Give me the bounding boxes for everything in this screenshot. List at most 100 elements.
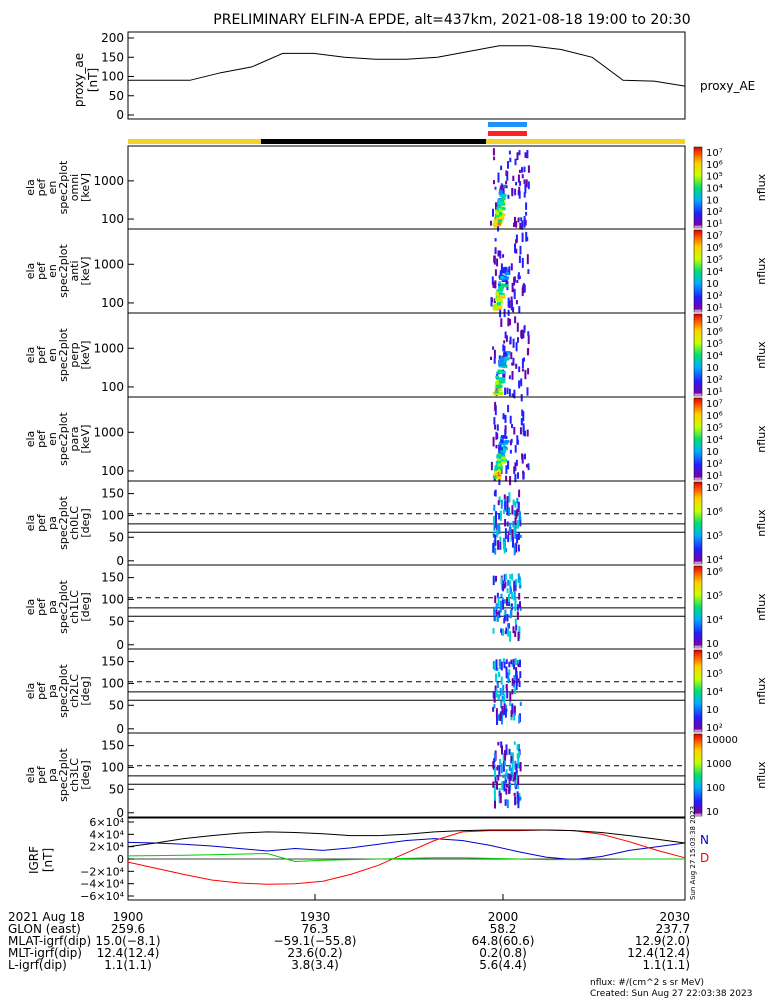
spectrogram-cell (507, 629, 509, 637)
spectrogram-cell (501, 440, 504, 443)
spectrogram-cell (518, 632, 520, 641)
spectrogram-cell (497, 294, 500, 297)
spectrogram-cell (498, 463, 502, 466)
spectrogram-cell (510, 337, 512, 345)
panel-tick-label: 150 (101, 487, 124, 501)
spectrogram-cell (519, 276, 521, 279)
spectrogram-cell (507, 800, 509, 809)
igrf-tick-label: −4×10⁴ (80, 878, 124, 891)
spectrogram-cell (517, 604, 519, 611)
igrf-tick-label: 6×10⁴ (89, 816, 124, 829)
footer-row-value: 3.8(3.4) (291, 958, 339, 972)
spectrogram-cell (495, 249, 497, 255)
spectrogram-cell (501, 197, 506, 200)
spectrogram-cell (494, 425, 496, 430)
spectrogram-cell (499, 213, 502, 216)
spectrogram-cell (507, 580, 509, 586)
spectrogram-cell (498, 447, 503, 450)
spectrogram-cell (512, 283, 514, 292)
spectrogram-cell (498, 714, 500, 720)
spectrogram-cell (499, 200, 502, 203)
spectrogram-cell (527, 350, 529, 356)
colorbar-tick-label: 10 (706, 807, 719, 818)
spectrogram-cell (507, 522, 509, 527)
spectrogram-cell (495, 390, 499, 393)
panel-ylabel-word: [deg] (79, 760, 92, 789)
spectrogram-cell (497, 524, 499, 528)
spectrogram-cell (511, 439, 513, 443)
spectrogram-cell (503, 413, 505, 419)
spectrogram-cell (495, 187, 497, 190)
spectrogram-cell (494, 548, 496, 555)
spectrogram-cell (501, 185, 503, 188)
spectrogram-cell (516, 534, 518, 544)
spectrogram-cell (506, 744, 508, 755)
spectrogram-cell (500, 793, 502, 803)
panel-ylabel-word: [keV] (79, 425, 92, 454)
colorbar-tick-label: 10⁴ (706, 435, 723, 446)
spectrogram-cell (493, 505, 495, 511)
spectrogram-cell (519, 170, 521, 173)
panel-tick-label: 1000 (93, 425, 124, 439)
spectrogram-cell (511, 603, 513, 606)
spectrogram-cell (521, 225, 523, 229)
nflux-units: nflux: #/(cm^2 s sr MeV) (590, 978, 704, 988)
spectrogram-cell (521, 330, 523, 339)
colorbar-tick-label: 10¹ (706, 471, 723, 482)
igrf-tick-label: 2×10⁴ (89, 841, 124, 854)
igrf-legend-n: N (700, 833, 709, 847)
spectrogram-panel: 1000100elapefenspec2plotomni[keV]10⁷10⁶1… (24, 146, 768, 232)
panel-frame (128, 397, 685, 481)
spectrogram-cell (506, 668, 508, 678)
spectrogram-cell (510, 416, 512, 424)
spectrogram-cell (507, 537, 509, 542)
spectrogram-cell (497, 683, 499, 688)
colorbar-tick-label: 10⁷ (706, 231, 723, 242)
spectrogram-cell (498, 222, 501, 225)
spectrogram-cell (503, 354, 505, 357)
spectrogram-cell (498, 363, 501, 366)
spectrogram-cell (527, 254, 529, 264)
colorbar-label: nflux (755, 761, 768, 789)
spectrogram-cell (497, 302, 501, 305)
spectrogram-cell (508, 594, 510, 602)
colorbar-tick-label: 10⁶ (706, 243, 723, 254)
spectrogram-cell (505, 332, 507, 339)
spectrogram-cell (495, 298, 500, 301)
spectrogram-cell (516, 509, 518, 517)
spectrogram-cell (493, 607, 495, 616)
spectrogram-cell (519, 576, 521, 580)
spectrogram-cell (520, 797, 522, 801)
spectrogram-cell (494, 617, 496, 621)
spectrogram-cell (511, 710, 513, 717)
spectrogram-cell (513, 223, 515, 227)
spectrogram-cell (518, 522, 520, 526)
spectrogram-cell (501, 577, 503, 585)
spectrogram-cell (527, 387, 529, 395)
spectrogram-cell (495, 576, 497, 582)
spectrogram-cell (502, 775, 504, 778)
colorbar-tick-label: 10⁶ (706, 160, 723, 171)
spectrogram-cell (498, 694, 500, 700)
ae-series-line (128, 46, 685, 86)
panel-tick-label: 1000 (93, 257, 124, 271)
spectrogram-cell (528, 181, 530, 189)
spectrogram-cell (493, 476, 497, 479)
igrf-tick-label: 0 (117, 853, 124, 866)
spectrogram-cell (526, 464, 528, 467)
spectrogram-data (492, 741, 521, 808)
spectrogram-cell (508, 492, 510, 503)
spectrogram-cell (503, 584, 505, 589)
spectrogram-cell (503, 450, 505, 453)
spectrogram-cell (511, 592, 513, 600)
igrf-d-line (128, 830, 685, 884)
spectrogram-cell (514, 316, 516, 323)
spectrogram-cell (517, 611, 519, 614)
spectrogram-cell (517, 337, 519, 343)
spectrogram-cell (517, 472, 519, 479)
colorbar-label: nflux (755, 257, 768, 285)
spectrogram-cell (504, 388, 506, 395)
colorbar-label: nflux (755, 677, 768, 705)
colorbar-tick-label: 10² (706, 723, 723, 734)
